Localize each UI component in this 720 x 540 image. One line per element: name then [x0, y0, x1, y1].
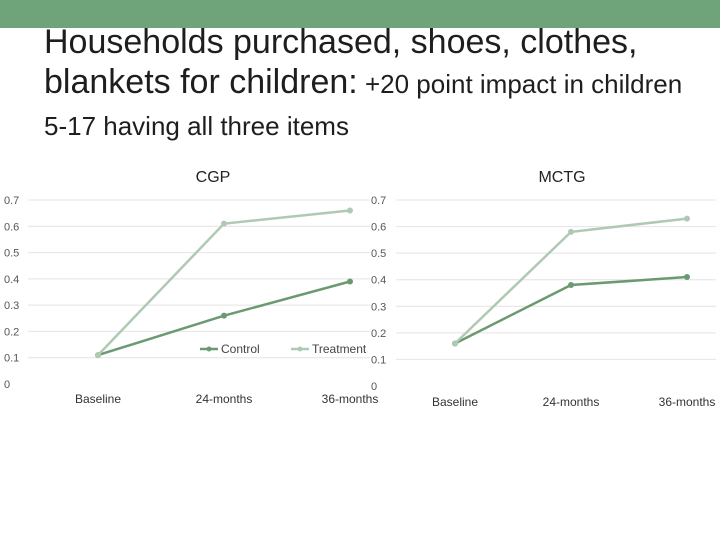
chart-2-treatment-point: [452, 340, 458, 347]
chart-2-control-point: [684, 274, 690, 281]
chart-1-treatment-line: [97, 209, 351, 356]
chart-2-title: MCTG: [538, 169, 585, 186]
chart-1-treatment-point: [347, 207, 353, 214]
chart-2-y-tick-label: 0.2: [371, 328, 386, 340]
chart-1-y-tick-label: 0: [4, 379, 10, 391]
chart-1-legend-control-label: Control: [221, 342, 260, 356]
chart-2-control-point: [568, 282, 574, 289]
chart-1-y-tick-label: 0.1: [4, 353, 19, 365]
chart-1-y-tick-label: 0.6: [4, 221, 19, 233]
chart-2-y-tick-label: 0.6: [371, 222, 386, 234]
chart-1-y-tick-label: 0.4: [4, 274, 19, 286]
chart-1-treatment-point: [95, 352, 101, 359]
chart-2-y-tick-label: 0.5: [371, 248, 386, 260]
slide-title: Households purchased, shoes, clothes, bl…: [44, 22, 704, 104]
chart-1-y-tick-label: 0.7: [4, 195, 19, 207]
chart-2-y-tick-label: 0.3: [371, 301, 386, 313]
chart-2-y-tick-label: 0.7: [371, 195, 386, 207]
chart-1-treatment-point: [221, 220, 227, 227]
chart-1-control-point: [221, 312, 227, 319]
chart-1-legend-treatment-marker: [297, 346, 303, 352]
chart-1-x-tick-label: 24-months: [196, 392, 253, 406]
chart-2-x-tick-label: Baseline: [432, 395, 478, 409]
chart-1-control-point: [347, 278, 353, 285]
chart-2-y-tick-label: 0.4: [371, 275, 386, 287]
header-bar: [0, 0, 720, 28]
chart-2-y-tick-label: 0.1: [371, 354, 386, 366]
chart-1-legend-control-marker: [206, 346, 212, 352]
chart-2-treatment-point: [684, 215, 690, 222]
chart-1-x-tick-label: Baseline: [75, 392, 121, 406]
chart-2-x-tick-label: 24-months: [543, 395, 600, 409]
chart-1-y-tick-label: 0.5: [4, 248, 19, 260]
slide-title-main: Households purchased, shoes, clothes, bl…: [44, 23, 638, 101]
chart-1-y-tick-label: 0.2: [4, 326, 19, 338]
chart-2-x-tick-label: 36-months: [659, 395, 716, 409]
chart-2-y-tick-label: 0: [371, 381, 377, 393]
chart-2-treatment-point: [568, 228, 574, 235]
chart-1-legend-treatment-label: Treatment: [312, 342, 367, 356]
chart-1-x-tick-label: 36-months: [322, 392, 379, 406]
slide-subtitle: 5-17 having all three items: [44, 111, 349, 141]
chart-1-title: CGP: [196, 169, 231, 186]
slide-title-tail: +20 point impact in children: [357, 69, 683, 99]
chart-1-y-tick-label: 0.3: [4, 300, 19, 312]
